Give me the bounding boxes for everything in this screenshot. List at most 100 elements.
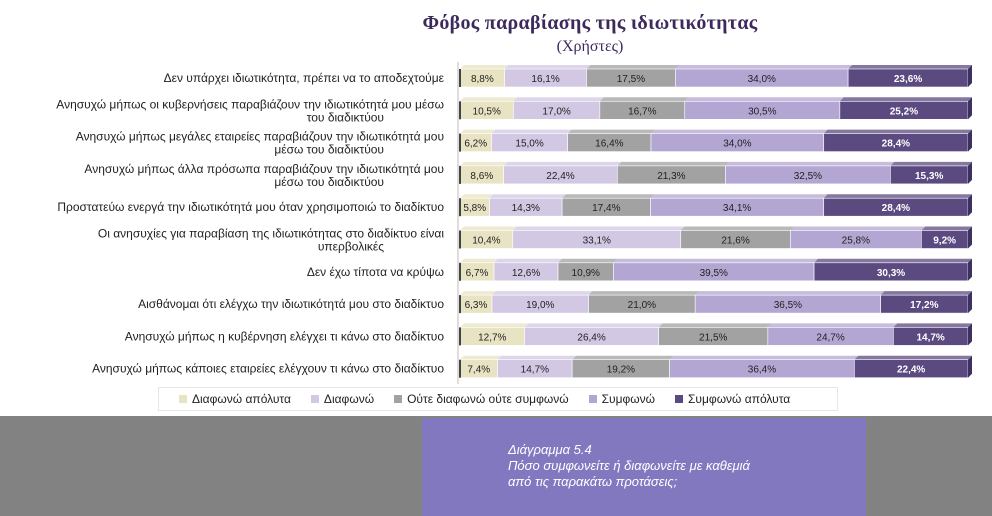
- data-label: 8,6%: [470, 171, 493, 182]
- stacked-bar-chart: Δεν υπάρχει ιδιωτικότητα, πρέπει να το α…: [56, 62, 972, 384]
- bar-segment-top: [460, 161, 508, 166]
- caption-figure-number: Διάγραμμα 5.4: [508, 442, 592, 457]
- legend-item: Συμφωνώ απόλυτα: [675, 392, 790, 406]
- caption-question-line2: από τις παρακάτω προτάσεις;: [508, 474, 678, 489]
- bar-segment-top: [489, 194, 567, 199]
- bar-segment-top: [814, 258, 972, 263]
- legend-label: Ούτε διαφωνώ ούτε συμφωνώ: [407, 392, 569, 406]
- bar-segment-top: [650, 194, 828, 199]
- data-label: 17,4%: [592, 203, 620, 214]
- bar-segment-top: [880, 291, 972, 296]
- data-label: 34,0%: [748, 74, 776, 85]
- category-label: Ανησυχώ μήπως οι κυβερνήσεις παραβιάζουν…: [56, 97, 444, 124]
- data-label: 14,7%: [521, 365, 549, 376]
- data-label: 14,3%: [512, 203, 540, 214]
- category-label-line: μέσω του διαδικτύου: [274, 143, 384, 157]
- data-label: 16,4%: [595, 139, 623, 150]
- bar-segment-top: [512, 226, 685, 231]
- bar-segment-top: [823, 194, 972, 199]
- bar-segment-top: [567, 129, 656, 134]
- category-label: Οι ανησυχίες για παραβίαση της ιδιωτικότ…: [98, 227, 444, 254]
- figure-caption: Διάγραμμα 5.4 Πόσο συμφωνείτε ή διαφωνεί…: [422, 418, 866, 516]
- category-label: Ανησυχώ μήπως κάποιες εταιρείες ελέγχουν…: [92, 362, 444, 376]
- data-label: 12,7%: [478, 332, 506, 343]
- data-label: 23,6%: [894, 74, 922, 85]
- category-label-line: Δεν υπάρχει ιδιωτικότητα, πρέπει να το α…: [164, 71, 445, 85]
- bar-left-edge: [459, 262, 461, 281]
- data-label: 30,5%: [748, 106, 776, 117]
- category-label: Ανησυχώ μήπως η κυβέρνηση ελέγχει τι κάν…: [125, 329, 445, 343]
- bar-segment-top: [669, 355, 859, 360]
- category-label: Προστατεύω ενεργά την ιδιωτικότητά μου ό…: [57, 200, 444, 214]
- category-label: Ανησυχώ μήπως άλλα πρόσωπα παραβιάζουν τ…: [84, 162, 444, 189]
- data-label: 25,8%: [842, 236, 870, 247]
- category-label-line: υπερβολικές: [318, 240, 384, 254]
- bar-side: [968, 226, 972, 249]
- legend-swatch: [588, 395, 597, 403]
- bar-segment-top: [503, 161, 622, 166]
- bar-segment-top: [617, 161, 730, 166]
- data-label: 21,3%: [657, 171, 685, 182]
- data-label: 28,4%: [882, 203, 910, 214]
- bar-segment-top: [695, 291, 885, 296]
- bar-segment-top: [513, 97, 604, 102]
- category-label-line: του διαδικτύου: [307, 110, 384, 124]
- bar-segment-top: [613, 258, 819, 263]
- legend-item: Ούτε διαφωνώ ούτε συμφωνώ: [394, 392, 569, 406]
- bar-segment-top: [588, 291, 700, 296]
- bar-side: [968, 129, 972, 152]
- data-label: 34,0%: [723, 139, 751, 150]
- category-label-line: μέσω του διαδικτύου: [274, 175, 384, 189]
- data-label: 6,2%: [464, 139, 487, 150]
- bar-segment-top: [494, 258, 563, 263]
- bar-left-edge: [459, 165, 461, 184]
- bar-segment-top: [460, 291, 497, 296]
- bar-side: [968, 194, 972, 217]
- category-label-line: Ανησυχώ μήπως η κυβέρνηση ελέγχει τι κάν…: [125, 329, 445, 343]
- data-label: 10,9%: [572, 268, 600, 279]
- data-label: 33,1%: [583, 236, 611, 247]
- legend-item: Διαφωνώ απόλυτα: [179, 392, 291, 406]
- category-label-line: Αισθάνομαι ότι ελέγχω την ιδιωτικότητά μ…: [138, 297, 444, 311]
- data-label: 17,5%: [617, 74, 645, 85]
- category-label-line: Δεν έχω τίποτα να κρύψω: [307, 265, 444, 279]
- bar-segment-top: [893, 323, 972, 328]
- bar-left-edge: [459, 327, 461, 346]
- legend-item: Διαφωνώ: [310, 392, 375, 406]
- data-label: 34,1%: [723, 203, 751, 214]
- legend-label: Συμφωνώ: [601, 392, 656, 406]
- chart-subtitle: (Χρήστες): [556, 38, 624, 55]
- data-label: 15,0%: [515, 139, 543, 150]
- bar-side: [968, 65, 972, 87]
- bar-segment-top: [651, 129, 828, 134]
- legend-label: Συμφωνώ απόλυτα: [688, 392, 791, 406]
- data-label: 22,4%: [897, 365, 925, 376]
- category-label: Δεν έχω τίποτα να κρύψω: [307, 265, 444, 279]
- bar-segment-top: [572, 355, 674, 360]
- chart-legend: Διαφωνώ απόλυτα Διαφωνώ Ούτε διαφωνώ ούτε …: [158, 387, 838, 411]
- data-label: 16,7%: [628, 106, 656, 117]
- bar-segment-top: [890, 161, 972, 166]
- bar-left-edge: [459, 133, 461, 152]
- bar-segment-top: [921, 226, 972, 231]
- data-label: 21,5%: [699, 332, 727, 343]
- bar-segment-top: [848, 65, 972, 69]
- data-label: 7,4%: [467, 365, 490, 376]
- legend-label: Διαφωνώ: [323, 392, 375, 406]
- data-label: 6,3%: [465, 300, 488, 311]
- data-label: 5,8%: [463, 203, 486, 214]
- bar-segment-top: [586, 65, 680, 69]
- data-label: 21,0%: [628, 300, 656, 311]
- bar-segment-top: [839, 97, 972, 102]
- bar-segment-top: [497, 355, 577, 360]
- bar-segment-top: [854, 355, 972, 360]
- bar-segment-top: [562, 194, 655, 199]
- bar-segment-top: [725, 161, 895, 166]
- data-label: 17,2%: [910, 300, 938, 311]
- category-label: Αισθάνομαι ότι ελέγχω την ιδιωτικότητά μ…: [138, 297, 444, 311]
- data-label: 6,7%: [466, 268, 489, 279]
- bar-left-edge: [459, 359, 461, 378]
- bar-side: [968, 291, 972, 314]
- bar-side: [968, 161, 972, 184]
- data-label: 16,1%: [531, 74, 559, 85]
